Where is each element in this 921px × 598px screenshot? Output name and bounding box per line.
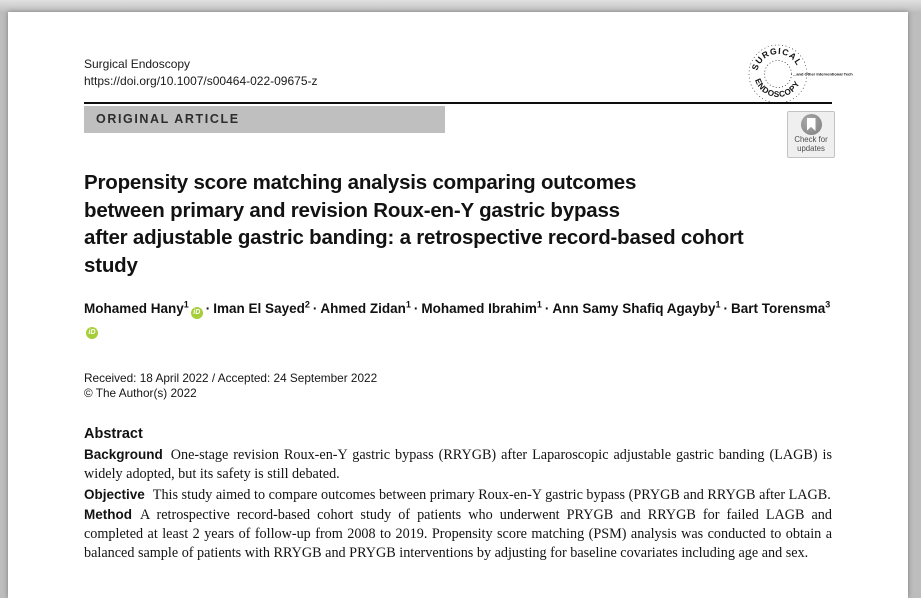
- bookmark-icon: [806, 118, 816, 131]
- journal-logo: SURGICAL ENDOSCOPY ...and Other Interven…: [748, 44, 853, 104]
- author-separator: ·: [205, 301, 211, 316]
- logo-dotted-outer: [748, 44, 808, 104]
- abstract-label: Objective: [84, 486, 145, 502]
- abstract-section-method: Method A retrospective record-based cohor…: [84, 505, 832, 564]
- paper-title: Propensity score matching analysis compa…: [84, 169, 814, 279]
- author: Mohamed Hany1iD: [84, 300, 203, 319]
- abstract-text: A retrospective record-based cohort stud…: [84, 506, 832, 562]
- abstract-section-background: Background One-stage revision Roux-en-Y g…: [84, 445, 832, 485]
- svg-text:ENDOSCOPY: ENDOSCOPY: [753, 77, 802, 99]
- abstract-text: This study aimed to compare outcomes bet…: [152, 486, 831, 503]
- title-line-1: Propensity score matching analysis compa…: [84, 171, 637, 194]
- svg-text:SURGICAL: SURGICAL: [750, 46, 805, 72]
- author: Ahmed Zidan1: [320, 299, 411, 316]
- orcid-icon[interactable]: iD: [86, 327, 98, 339]
- author: Ann Samy Shafiq Agayby1: [552, 299, 721, 316]
- journal-meta: Surgical Endoscopy https://doi.org/10.10…: [84, 56, 318, 89]
- abstract-body: Background One-stage revision Roux-en-Y g…: [84, 445, 832, 564]
- check-for-updates-button[interactable]: Check for updates: [787, 111, 835, 158]
- author: Bart Torensma3iD: [84, 300, 830, 339]
- received-accepted: Received: 18 April 2022 / Accepted: 24 S…: [84, 371, 378, 385]
- logo-arc-bottom-text: ENDOSCOPY: [753, 77, 801, 99]
- title-line-3: after adjustable gastric banding: a retr…: [84, 226, 744, 249]
- abstract-heading: Abstract: [84, 426, 143, 442]
- abstract-section-objective: Objective This study aimed to compare out…: [84, 485, 832, 505]
- logo-tagline: ...and Other Interventional Techniques: [793, 72, 853, 77]
- author-separator: ·: [544, 301, 550, 316]
- abstract-label: Background: [84, 447, 163, 462]
- author: Iman El Sayed2: [213, 299, 310, 316]
- author-separator: ·: [312, 301, 318, 316]
- logo-dotted-circle: [764, 60, 792, 88]
- logo-arc-top-text: SURGICAL: [750, 46, 804, 72]
- copyright-line: © The Author(s) 2022: [84, 385, 197, 400]
- abstract-label: Method: [84, 506, 132, 522]
- author: Mohamed Ibrahim1: [421, 299, 542, 316]
- dates-block: Received: 18 April 2022 / Accepted: 24 S…: [84, 371, 377, 400]
- paper-page: Surgical Endoscopy https://doi.org/10.10…: [8, 12, 908, 598]
- journal-name: Surgical Endoscopy: [84, 57, 191, 71]
- author-separator: ·: [723, 301, 728, 316]
- article-type-banner: ORIGINAL ARTICLE: [84, 106, 445, 133]
- header-rule: [84, 102, 832, 104]
- check-badge-line1: Check for: [794, 135, 828, 144]
- title-line-4: study: [84, 253, 138, 277]
- crossmark-icon: [800, 114, 822, 135]
- doi-link[interactable]: https://doi.org/10.1007/s00464-022-09675…: [84, 73, 318, 88]
- orcid-icon[interactable]: iD: [190, 307, 203, 319]
- author-list: Mohamed Hany1iD · Iman El Sayed2 · Ahmed Zid…: [84, 299, 844, 339]
- author-separator: ·: [413, 301, 419, 316]
- abstract-text: One-stage revision Roux-en-Y gastric byp…: [84, 447, 832, 483]
- title-line-2: between primary and revision Roux-en-Y g…: [84, 198, 620, 222]
- check-badge-line2: updates: [797, 143, 825, 153]
